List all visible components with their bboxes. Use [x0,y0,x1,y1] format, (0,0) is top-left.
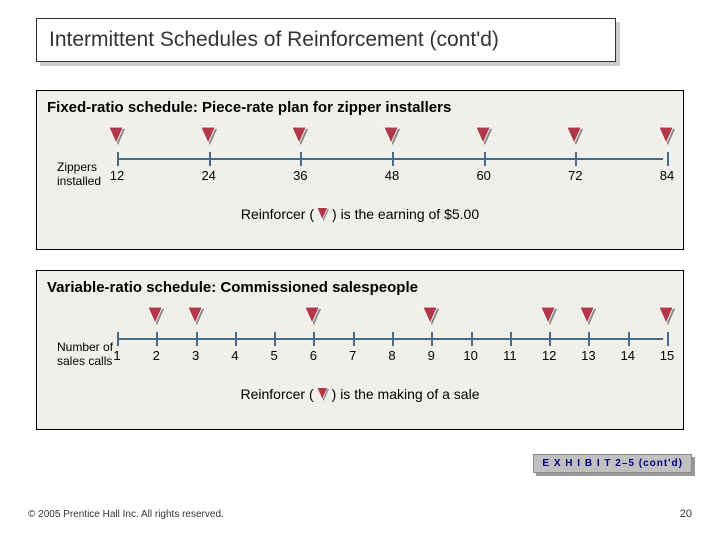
reinforcer-marker-icon [475,126,493,153]
tick [392,332,394,346]
reinforcer-marker-icon [422,306,440,333]
tick [209,152,211,166]
reinforcer-marker-icon [187,306,205,333]
tick [510,332,512,346]
tick [667,332,669,346]
tick [313,332,315,346]
tick-label: 15 [652,348,682,363]
reinforcer-marker-icon [658,126,676,153]
tick-label: 5 [259,348,289,363]
reinforcer-marker-icon [579,306,597,333]
reinforcer-marker-icon [540,306,558,333]
tick [353,332,355,346]
tick [117,152,119,166]
reinforcer-marker-icon [291,126,309,153]
tick [156,332,158,346]
tick-label: 12 [102,168,132,183]
tick-label: 24 [194,168,224,183]
tick [549,332,551,346]
tick [667,152,669,166]
tick [431,332,433,346]
tick-label: 3 [181,348,211,363]
reinforcer-caption: Reinforcer ( ) is the making of a sale [37,386,683,403]
panel-title: Fixed-ratio schedule: Piece-rate plan fo… [37,91,683,120]
tick-label: 11 [495,348,525,363]
tick-label: 1 [102,348,132,363]
timeline-axis [117,158,663,160]
tick [392,152,394,166]
timeline-axis [117,338,663,340]
timeline: Number ofsales calls12345678910111213141… [47,300,673,360]
tick [117,332,119,346]
tick-label: 7 [338,348,368,363]
timeline: Zippersinstalled12243648607284 [47,120,673,180]
tick-label: 60 [469,168,499,183]
reinforcer-marker-icon [108,126,126,153]
tick [235,332,237,346]
tick-label: 13 [573,348,603,363]
tick-label: 2 [141,348,171,363]
slide-title: Intermittent Schedules of Reinforcement … [49,28,499,52]
panel-title: Variable-ratio schedule: Commissioned sa… [37,271,683,300]
slide-title-box: Intermittent Schedules of Reinforcement … [36,18,616,62]
tick-label: 6 [298,348,328,363]
tick [628,332,630,346]
tick-label: 9 [416,348,446,363]
copyright-text: © 2005 Prentice Hall Inc. All rights res… [28,509,224,520]
tick [300,152,302,166]
tick-label: 36 [285,168,315,183]
reinforcer-marker-icon [658,306,676,333]
reinforcer-caption: Reinforcer ( ) is the earning of $5.00 [37,206,683,223]
tick-label: 4 [220,348,250,363]
tick [588,332,590,346]
tick-label: 8 [377,348,407,363]
reinforcer-marker-icon [383,126,401,153]
schedule-panel-2: Variable-ratio schedule: Commissioned sa… [36,270,684,430]
tick [274,332,276,346]
tick [471,332,473,346]
reinforcer-marker-icon [566,126,584,153]
tick-label: 84 [652,168,682,183]
reinforcer-marker-icon [200,126,218,153]
tick [575,152,577,166]
tick [196,332,198,346]
reinforcer-marker-icon [304,306,322,333]
tick-label: 14 [613,348,643,363]
exhibit-badge: E X H I B I T 2–5 (cont'd) [533,454,692,473]
tick-label: 48 [377,168,407,183]
tick-label: 10 [456,348,486,363]
reinforcer-marker-icon [147,306,165,333]
page-number: 20 [680,508,692,520]
tick-label: 72 [560,168,590,183]
tick-label: 12 [534,348,564,363]
schedule-panel-1: Fixed-ratio schedule: Piece-rate plan fo… [36,90,684,250]
tick [484,152,486,166]
